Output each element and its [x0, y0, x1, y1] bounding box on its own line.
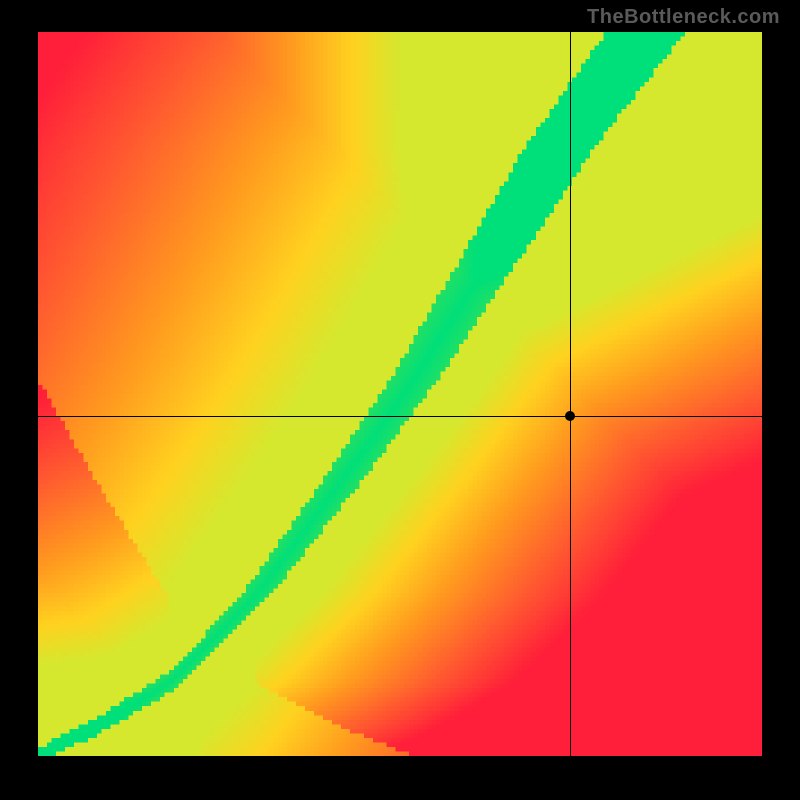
- heatmap-canvas: [38, 32, 762, 756]
- crosshair-vertical: [570, 32, 571, 756]
- crosshair-dot: [565, 411, 575, 421]
- crosshair-horizontal: [38, 416, 762, 417]
- watermark-text: TheBottleneck.com: [587, 6, 780, 29]
- heatmap-plot: [38, 32, 762, 756]
